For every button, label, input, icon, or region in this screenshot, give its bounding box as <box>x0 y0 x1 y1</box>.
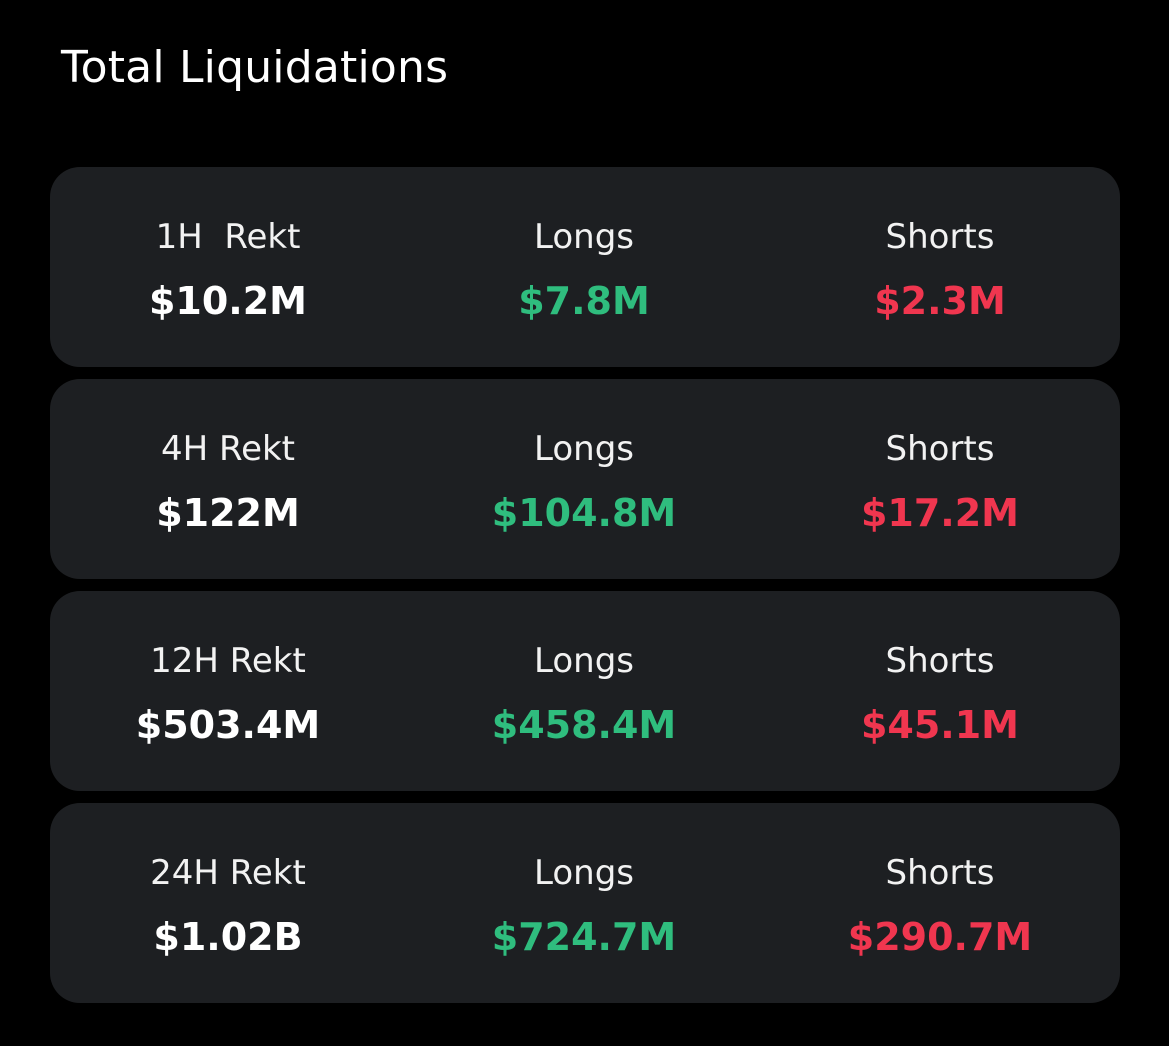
total-label: 12H Rekt <box>150 641 306 681</box>
shorts-value: $2.3M <box>874 279 1006 323</box>
total-value: $10.2M <box>148 279 307 323</box>
longs-value: $7.8M <box>518 279 650 323</box>
shorts-stat: Shorts $290.7M <box>780 803 1100 1003</box>
longs-label: Longs <box>534 853 634 893</box>
longs-stat: Longs $458.4M <box>424 591 744 791</box>
total-label: 1H Rekt <box>155 217 301 257</box>
shorts-label: Shorts <box>885 641 995 681</box>
longs-label: Longs <box>534 217 634 257</box>
liquidation-periods-list: 1H Rekt $10.2M Longs $7.8M Shorts $2.3M … <box>50 167 1120 1015</box>
shorts-label: Shorts <box>885 853 995 893</box>
total-stat: 24H Rekt $1.02B <box>68 803 388 1003</box>
shorts-stat: Shorts $45.1M <box>780 591 1100 791</box>
longs-label: Longs <box>534 429 634 469</box>
total-label: 4H Rekt <box>160 429 296 469</box>
total-stat: 4H Rekt $122M <box>68 379 388 579</box>
period-card-24h: 24H Rekt $1.02B Longs $724.7M Shorts $29… <box>50 803 1120 1003</box>
total-stat: 12H Rekt $503.4M <box>68 591 388 791</box>
shorts-value: $17.2M <box>860 491 1019 535</box>
longs-stat: Longs $104.8M <box>424 379 744 579</box>
shorts-label: Shorts <box>885 429 995 469</box>
longs-value: $458.4M <box>491 703 677 747</box>
period-card-4h: 4H Rekt $122M Longs $104.8M Shorts $17.2… <box>50 379 1120 579</box>
total-value: $122M <box>156 491 300 535</box>
shorts-label: Shorts <box>885 217 995 257</box>
period-card-1h: 1H Rekt $10.2M Longs $7.8M Shorts $2.3M <box>50 167 1120 367</box>
total-value: $503.4M <box>135 703 321 747</box>
total-label: 24H Rekt <box>150 853 306 893</box>
shorts-value: $45.1M <box>860 703 1019 747</box>
period-card-12h: 12H Rekt $503.4M Longs $458.4M Shorts $4… <box>50 591 1120 791</box>
longs-value: $724.7M <box>491 915 677 959</box>
total-value: $1.02B <box>153 915 303 959</box>
shorts-stat: Shorts $17.2M <box>780 379 1100 579</box>
page-title: Total Liquidations <box>61 42 449 93</box>
total-stat: 1H Rekt $10.2M <box>68 167 388 367</box>
shorts-value: $290.7M <box>847 915 1033 959</box>
shorts-stat: Shorts $2.3M <box>780 167 1100 367</box>
longs-stat: Longs $7.8M <box>424 167 744 367</box>
longs-stat: Longs $724.7M <box>424 803 744 1003</box>
longs-label: Longs <box>534 641 634 681</box>
longs-value: $104.8M <box>491 491 677 535</box>
